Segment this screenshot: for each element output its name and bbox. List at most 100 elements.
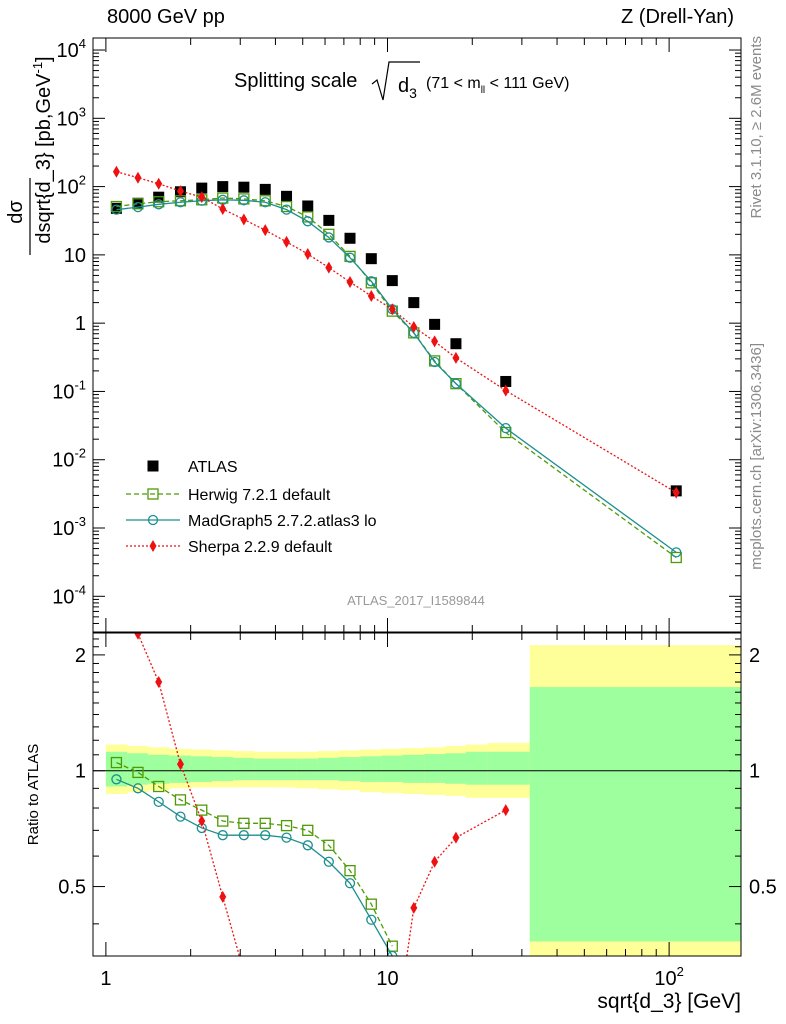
- ratio-point: [111, 774, 122, 785]
- ratio-point: [153, 796, 164, 808]
- y-tick-label: 102: [57, 173, 86, 199]
- data-point: [176, 185, 184, 198]
- data-point: [325, 261, 333, 274]
- ratio-point: [198, 815, 206, 828]
- data-point: [259, 195, 271, 207]
- data-point: [410, 320, 418, 333]
- x-tick-label: 10: [376, 968, 398, 990]
- data-point: [450, 378, 462, 389]
- data-point: [670, 551, 682, 564]
- ratio-tick-label-right: 2: [749, 645, 760, 667]
- legend-marker: [149, 540, 157, 552]
- inner-band: [233, 757, 255, 781]
- ratio-point: [344, 878, 356, 889]
- ratio-point: [410, 901, 418, 914]
- ratio-point: [153, 780, 165, 793]
- data-point: [260, 197, 271, 208]
- ratio-point: [302, 840, 313, 851]
- ratio-point: [175, 811, 186, 822]
- x-tick-label: 102: [654, 964, 683, 990]
- data-point: [153, 196, 165, 208]
- ratio-tick-label-right: 0.5: [749, 877, 777, 899]
- ratio-frame: [92, 632, 742, 957]
- ratio-point: [365, 898, 377, 910]
- series-line: [116, 171, 677, 494]
- data-point: [110, 202, 122, 214]
- inner-band: [190, 756, 213, 782]
- data-point: [304, 247, 312, 260]
- chart-text: 1 10 102 10-4 10-3 10-2 1 10 102 103 104 10-1 0.5 0.5…: [5, 36, 777, 1013]
- ratio-point: [217, 815, 229, 827]
- inner-band: [402, 754, 425, 783]
- inner-band: [296, 758, 319, 781]
- sqrt-sign: [371, 61, 420, 101]
- ratio-point: [431, 855, 439, 868]
- data-point: [344, 252, 356, 263]
- ratio-tick-label-left: 0.5: [58, 877, 86, 899]
- ratio-uncertainty-bands: [93, 645, 741, 956]
- ratio-point: [132, 783, 144, 794]
- data-point: [388, 303, 396, 316]
- data-point: [671, 547, 682, 558]
- rivet-version-label: Rivet 3.1.10, ≥ 2.6M events: [748, 36, 765, 219]
- ratio-point: [323, 856, 334, 867]
- ratio-point: [217, 830, 228, 841]
- data-point: [323, 232, 334, 243]
- inner-band: [339, 757, 361, 782]
- data-point: [302, 216, 313, 227]
- x-tick-label: 1: [100, 968, 111, 990]
- data-point: [367, 289, 375, 302]
- legend-marker: [147, 514, 159, 526]
- legend-marker: [147, 460, 159, 472]
- inner-band: [444, 753, 467, 784]
- inner-band: [529, 687, 741, 942]
- inner-band: [127, 753, 149, 785]
- data-point: [672, 486, 680, 499]
- title-symbol: d3: [398, 75, 417, 101]
- data-point: [280, 200, 293, 213]
- ratio-point: [176, 758, 184, 771]
- legend-label: Herwig 7.2.1 default: [188, 487, 331, 504]
- ratio-point: [110, 756, 123, 769]
- data-point: [155, 177, 163, 190]
- data-point: [240, 213, 248, 226]
- ratio-point: [366, 914, 377, 925]
- data-point: [238, 181, 250, 193]
- inner-band: [211, 757, 234, 782]
- y-tick-label: 104: [57, 36, 86, 62]
- ratio-point: [302, 824, 314, 836]
- inner-band: [424, 754, 446, 783]
- data-point: [112, 165, 120, 178]
- y-tick-label: 10: [64, 245, 86, 267]
- data-point: [238, 193, 250, 205]
- data-point: [238, 195, 250, 206]
- legend-label: ATLAS: [188, 459, 238, 476]
- data-point: [408, 297, 420, 309]
- inner-band: [487, 751, 531, 785]
- ratio-point: [219, 890, 227, 903]
- ratio-tick-label-left: 1: [75, 761, 86, 783]
- data-point: [452, 351, 460, 364]
- data-point: [261, 224, 269, 237]
- data-point: [344, 232, 356, 244]
- ratio-y-axis-label: Ratio to ATLAS: [25, 744, 42, 845]
- legend-label: MadGraph5 2.7.2.atlas3 lo: [188, 513, 377, 530]
- axes: [92, 37, 742, 957]
- data-point: [429, 318, 441, 330]
- inner-band: [254, 758, 276, 781]
- series-line: [116, 199, 677, 553]
- ratio-point: [259, 817, 271, 829]
- data-point: [450, 338, 462, 350]
- data-point: [219, 202, 227, 215]
- main-frame: [92, 37, 742, 633]
- data-point: [366, 276, 377, 287]
- data-point: [283, 235, 291, 248]
- data-point: [132, 201, 144, 213]
- ratio-point: [240, 966, 247, 978]
- ratio-point: [260, 830, 271, 841]
- y-tick-label: 103: [57, 104, 86, 130]
- data-point: [344, 250, 356, 263]
- data-point: [259, 183, 271, 195]
- data-point: [302, 200, 314, 212]
